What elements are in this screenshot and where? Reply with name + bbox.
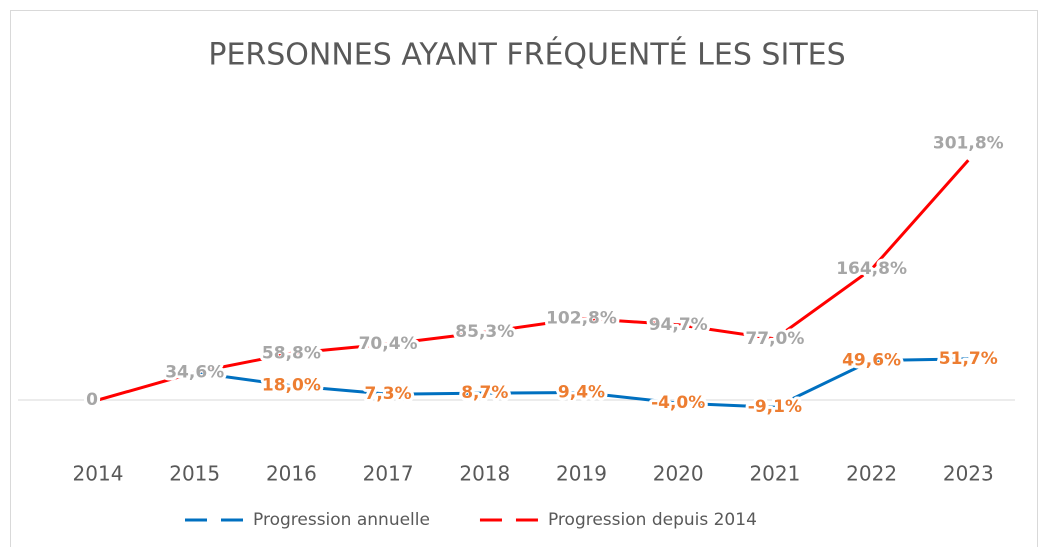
chart-title: PERSONNES AYANT FRÉQUENTÉ LES SITES — [208, 37, 845, 73]
data-label: 0 — [86, 390, 98, 410]
x-tick-label: 2020 — [653, 462, 704, 486]
x-tick-label: 2016 — [266, 462, 317, 486]
data-label: -9,1% — [748, 397, 802, 417]
data-label: 8,7% — [461, 383, 508, 403]
data-label: 9,4% — [558, 383, 605, 403]
data-label: 77,0% — [745, 329, 804, 349]
data-label: 85,3% — [455, 322, 514, 342]
data-label: 94,7% — [649, 315, 708, 335]
x-tick-label: 2018 — [459, 462, 510, 486]
data-label: 49,6% — [842, 351, 901, 371]
x-tick-label: 2014 — [73, 462, 124, 486]
x-tick-label: 2023 — [943, 462, 994, 486]
x-tick-label: 2015 — [169, 462, 220, 486]
data-label: 18,0% — [262, 376, 321, 396]
data-label: 7,3% — [365, 384, 412, 404]
legend-label: Progression depuis 2014 — [548, 510, 757, 530]
data-label: 102,8% — [546, 308, 617, 328]
data-label: 70,4% — [359, 334, 418, 354]
x-tick-label: 2017 — [363, 462, 414, 486]
chart-frame — [10, 10, 1038, 547]
x-tick-label: 2019 — [556, 462, 607, 486]
legend-label: Progression annuelle — [253, 510, 430, 530]
line-series — [97, 159, 970, 402]
data-label: 51,7% — [939, 349, 998, 369]
data-label: -4,0% — [651, 393, 705, 413]
x-tick-label: 2021 — [749, 462, 800, 486]
data-label: 301,8% — [933, 133, 1004, 153]
data-label: 34,6% — [165, 363, 224, 383]
x-tick-label: 2022 — [846, 462, 897, 486]
data-label: 164,8% — [836, 259, 907, 279]
line-series — [194, 357, 969, 409]
data-label: 58,8% — [262, 343, 321, 363]
